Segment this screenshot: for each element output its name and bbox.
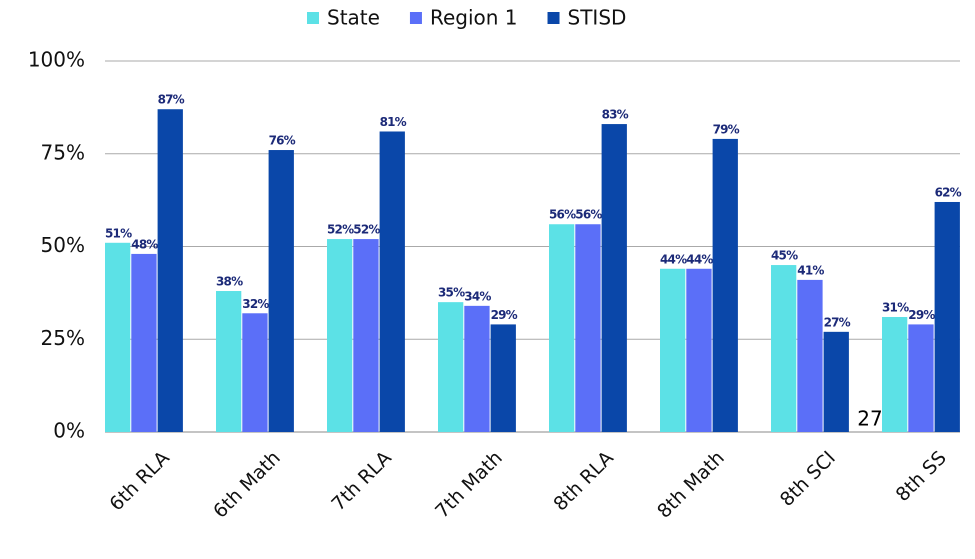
- value-label: 83%: [602, 108, 629, 122]
- value-label: 52%: [353, 223, 380, 237]
- y-tick-label: 75%: [41, 140, 85, 164]
- value-label: 79%: [713, 122, 740, 136]
- x-tick-label: 7th Math: [431, 447, 507, 523]
- legend-label: Region 1: [430, 6, 518, 30]
- y-tick-label: 0%: [53, 419, 85, 443]
- x-tick-label: 7th RLA: [327, 447, 395, 515]
- y-tick-label: 25%: [41, 326, 85, 350]
- value-label: 45%: [771, 249, 798, 263]
- bar: [216, 291, 242, 432]
- bar: [379, 131, 405, 433]
- legend-swatch: [307, 12, 319, 24]
- value-label: 48%: [131, 237, 158, 251]
- bar: [660, 268, 686, 432]
- value-label: 56%: [575, 208, 602, 222]
- value-label: 56%: [549, 208, 576, 222]
- bar: [353, 239, 379, 432]
- value-label: 81%: [380, 115, 407, 129]
- bar: [797, 279, 823, 432]
- bar: [686, 268, 712, 432]
- value-label: 29%: [491, 308, 518, 322]
- value-label: 76%: [269, 134, 296, 148]
- bar: [131, 253, 157, 432]
- bar: [908, 324, 934, 432]
- value-label: 41%: [797, 263, 824, 277]
- value-label: 44%: [686, 252, 713, 266]
- x-tick-label: 6th Math: [209, 447, 285, 523]
- bar: [601, 124, 627, 432]
- value-label: 29%: [908, 308, 935, 322]
- legend-label: State: [327, 6, 380, 30]
- value-label: 87%: [158, 93, 185, 107]
- value-label: 32%: [242, 297, 269, 311]
- value-label: 38%: [216, 275, 243, 289]
- bar: [327, 239, 353, 432]
- value-label: 31%: [882, 300, 909, 314]
- value-label: 51%: [105, 226, 132, 240]
- y-tick-label: 50%: [41, 233, 85, 257]
- legend-swatch: [409, 12, 422, 24]
- bar: [242, 313, 268, 432]
- bar: [157, 109, 183, 432]
- legend-label: STISD: [568, 6, 627, 30]
- bar: [105, 242, 131, 432]
- value-label: 52%: [327, 223, 354, 237]
- x-tick-label: 6th RLA: [105, 447, 173, 515]
- bar: [823, 331, 849, 432]
- y-tick-label: 100%: [28, 48, 85, 72]
- value-label: 27%: [824, 315, 851, 329]
- bar: [268, 150, 294, 433]
- bar: [438, 302, 464, 432]
- value-label: 35%: [438, 286, 465, 300]
- x-tick-label: 8th RLA: [549, 447, 617, 515]
- bar: [934, 201, 960, 432]
- x-tick-label: 8th Math: [653, 447, 729, 523]
- value-label: 44%: [660, 252, 687, 266]
- bar: [712, 138, 738, 432]
- value-label: 34%: [464, 289, 491, 303]
- annotation: 27: [857, 407, 882, 431]
- value-label: 62%: [935, 185, 962, 199]
- bar: [464, 305, 490, 432]
- x-tick-label: 8th SCI: [776, 447, 840, 511]
- bar: [771, 265, 797, 432]
- bar: [549, 224, 575, 432]
- legend-swatch: [547, 12, 560, 24]
- x-tick-label: 8th SS: [892, 447, 951, 506]
- bar: [490, 324, 516, 432]
- bar: [575, 224, 601, 432]
- bar: [882, 316, 908, 432]
